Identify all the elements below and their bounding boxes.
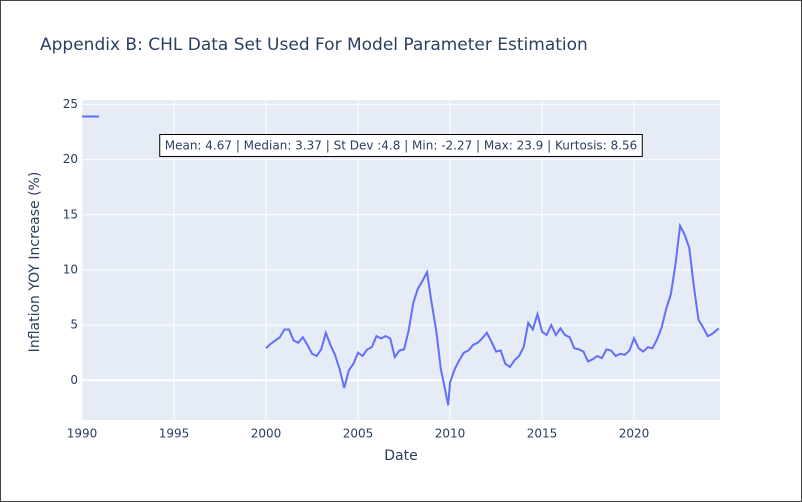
y-tick-label: 10 xyxy=(63,262,78,276)
y-axis-title: Inflation YOY Increase (%) xyxy=(27,172,43,353)
x-tick-label: 2010 xyxy=(435,427,466,441)
annotation-box xyxy=(159,134,643,157)
x-tick-label: 2000 xyxy=(251,427,282,441)
x-axis-title: Date xyxy=(384,448,417,464)
y-tick-label: 5 xyxy=(70,318,78,332)
x-tick-label: 2005 xyxy=(343,427,374,441)
x-tick-label: 2015 xyxy=(527,427,558,441)
x-tick-label: 1995 xyxy=(159,427,190,441)
data-line xyxy=(82,115,720,406)
y-tick-label: 25 xyxy=(63,97,78,111)
x-tick-label: 2020 xyxy=(619,427,650,441)
y-tick-label: 20 xyxy=(63,152,78,166)
y-tick-label: 15 xyxy=(63,207,78,221)
x-tick-label: 1990 xyxy=(67,427,98,441)
chart-title: Appendix B: CHL Data Set Used For Model … xyxy=(40,35,588,55)
annotation: Mean: 4.67 | Median: 3.37 | St Dev :4.8 … xyxy=(165,139,638,153)
y-tick-label: 0 xyxy=(70,373,78,387)
